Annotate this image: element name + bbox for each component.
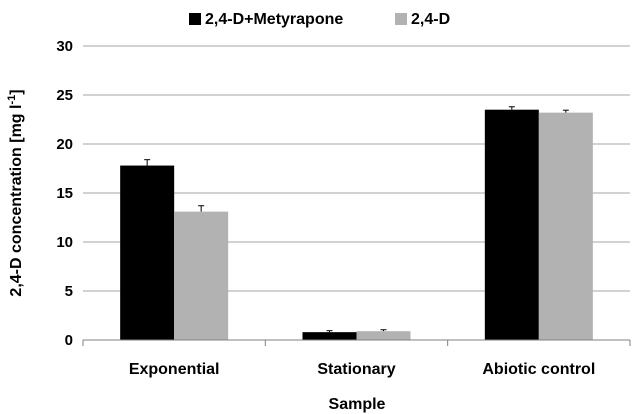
bar xyxy=(538,112,593,340)
bar xyxy=(302,332,357,340)
legend-label-2-4-d: 2,4-D xyxy=(411,11,450,28)
legend-swatch-2-4-d xyxy=(395,13,407,25)
x-axis-title: Sample xyxy=(329,396,386,413)
x-category-label: Stationary xyxy=(317,361,395,378)
y-tick-label: 5 xyxy=(65,283,73,300)
bar xyxy=(120,165,175,340)
bar xyxy=(174,211,229,340)
y-tick-label: 10 xyxy=(56,234,73,251)
x-tick-marks xyxy=(82,340,631,346)
y-tick-label: 0 xyxy=(65,332,73,349)
x-category-labels: Exponential Stationary Abiotic control xyxy=(129,361,595,378)
x-category-label: Exponential xyxy=(129,361,220,378)
y-tick-label: 20 xyxy=(56,136,73,153)
y-axis-title: 2,4-D concentration [mg l-1] xyxy=(6,89,25,296)
legend: 2,4-D+Metyrapone 2,4-D xyxy=(189,11,450,28)
y-axis-title-superscript: -1 xyxy=(6,95,18,105)
y-axis-title-suffix: ] xyxy=(8,89,25,94)
bar xyxy=(356,331,411,340)
bar xyxy=(484,109,539,340)
bars xyxy=(120,109,593,340)
legend-label-metyrapone: 2,4-D+Metyrapone xyxy=(205,11,343,28)
y-tick-label: 15 xyxy=(56,185,73,202)
y-tick-label: 25 xyxy=(56,87,73,104)
y-axis-title-main: 2,4-D concentration [mg l xyxy=(8,105,25,297)
x-category-label: Abiotic control xyxy=(482,361,595,378)
y-tick-labels: 0 5 10 15 20 25 30 xyxy=(56,38,73,349)
error-bars xyxy=(144,106,569,333)
y-tick-label: 30 xyxy=(56,38,73,55)
legend-swatch-metyrapone xyxy=(189,13,201,25)
